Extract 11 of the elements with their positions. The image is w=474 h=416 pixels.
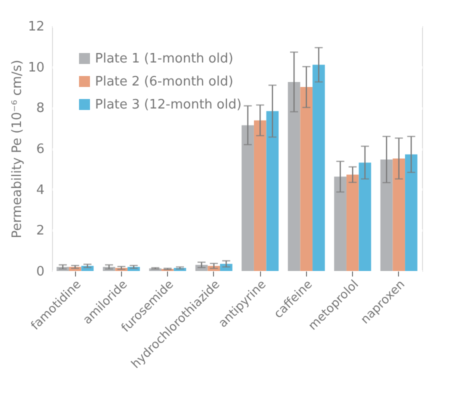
y-tick-label: 4 xyxy=(36,182,44,198)
y-tick-label: 6 xyxy=(36,142,44,157)
y-axis-title: Permeability Pe (10⁻⁶ cm/s) xyxy=(10,60,25,238)
y-tick-label: 10 xyxy=(28,60,44,76)
legend-label: Plate 3 (12-month old) xyxy=(95,98,242,112)
legend-label: Plate 2 (6-month old) xyxy=(95,74,234,90)
y-tick-label: 2 xyxy=(36,224,44,239)
y-tick-label: 0 xyxy=(36,264,44,280)
y-tick-label: 12 xyxy=(28,20,44,34)
y-tick-label: 8 xyxy=(36,101,44,116)
legend-label: Plate 1 (1-month old) xyxy=(95,52,234,66)
